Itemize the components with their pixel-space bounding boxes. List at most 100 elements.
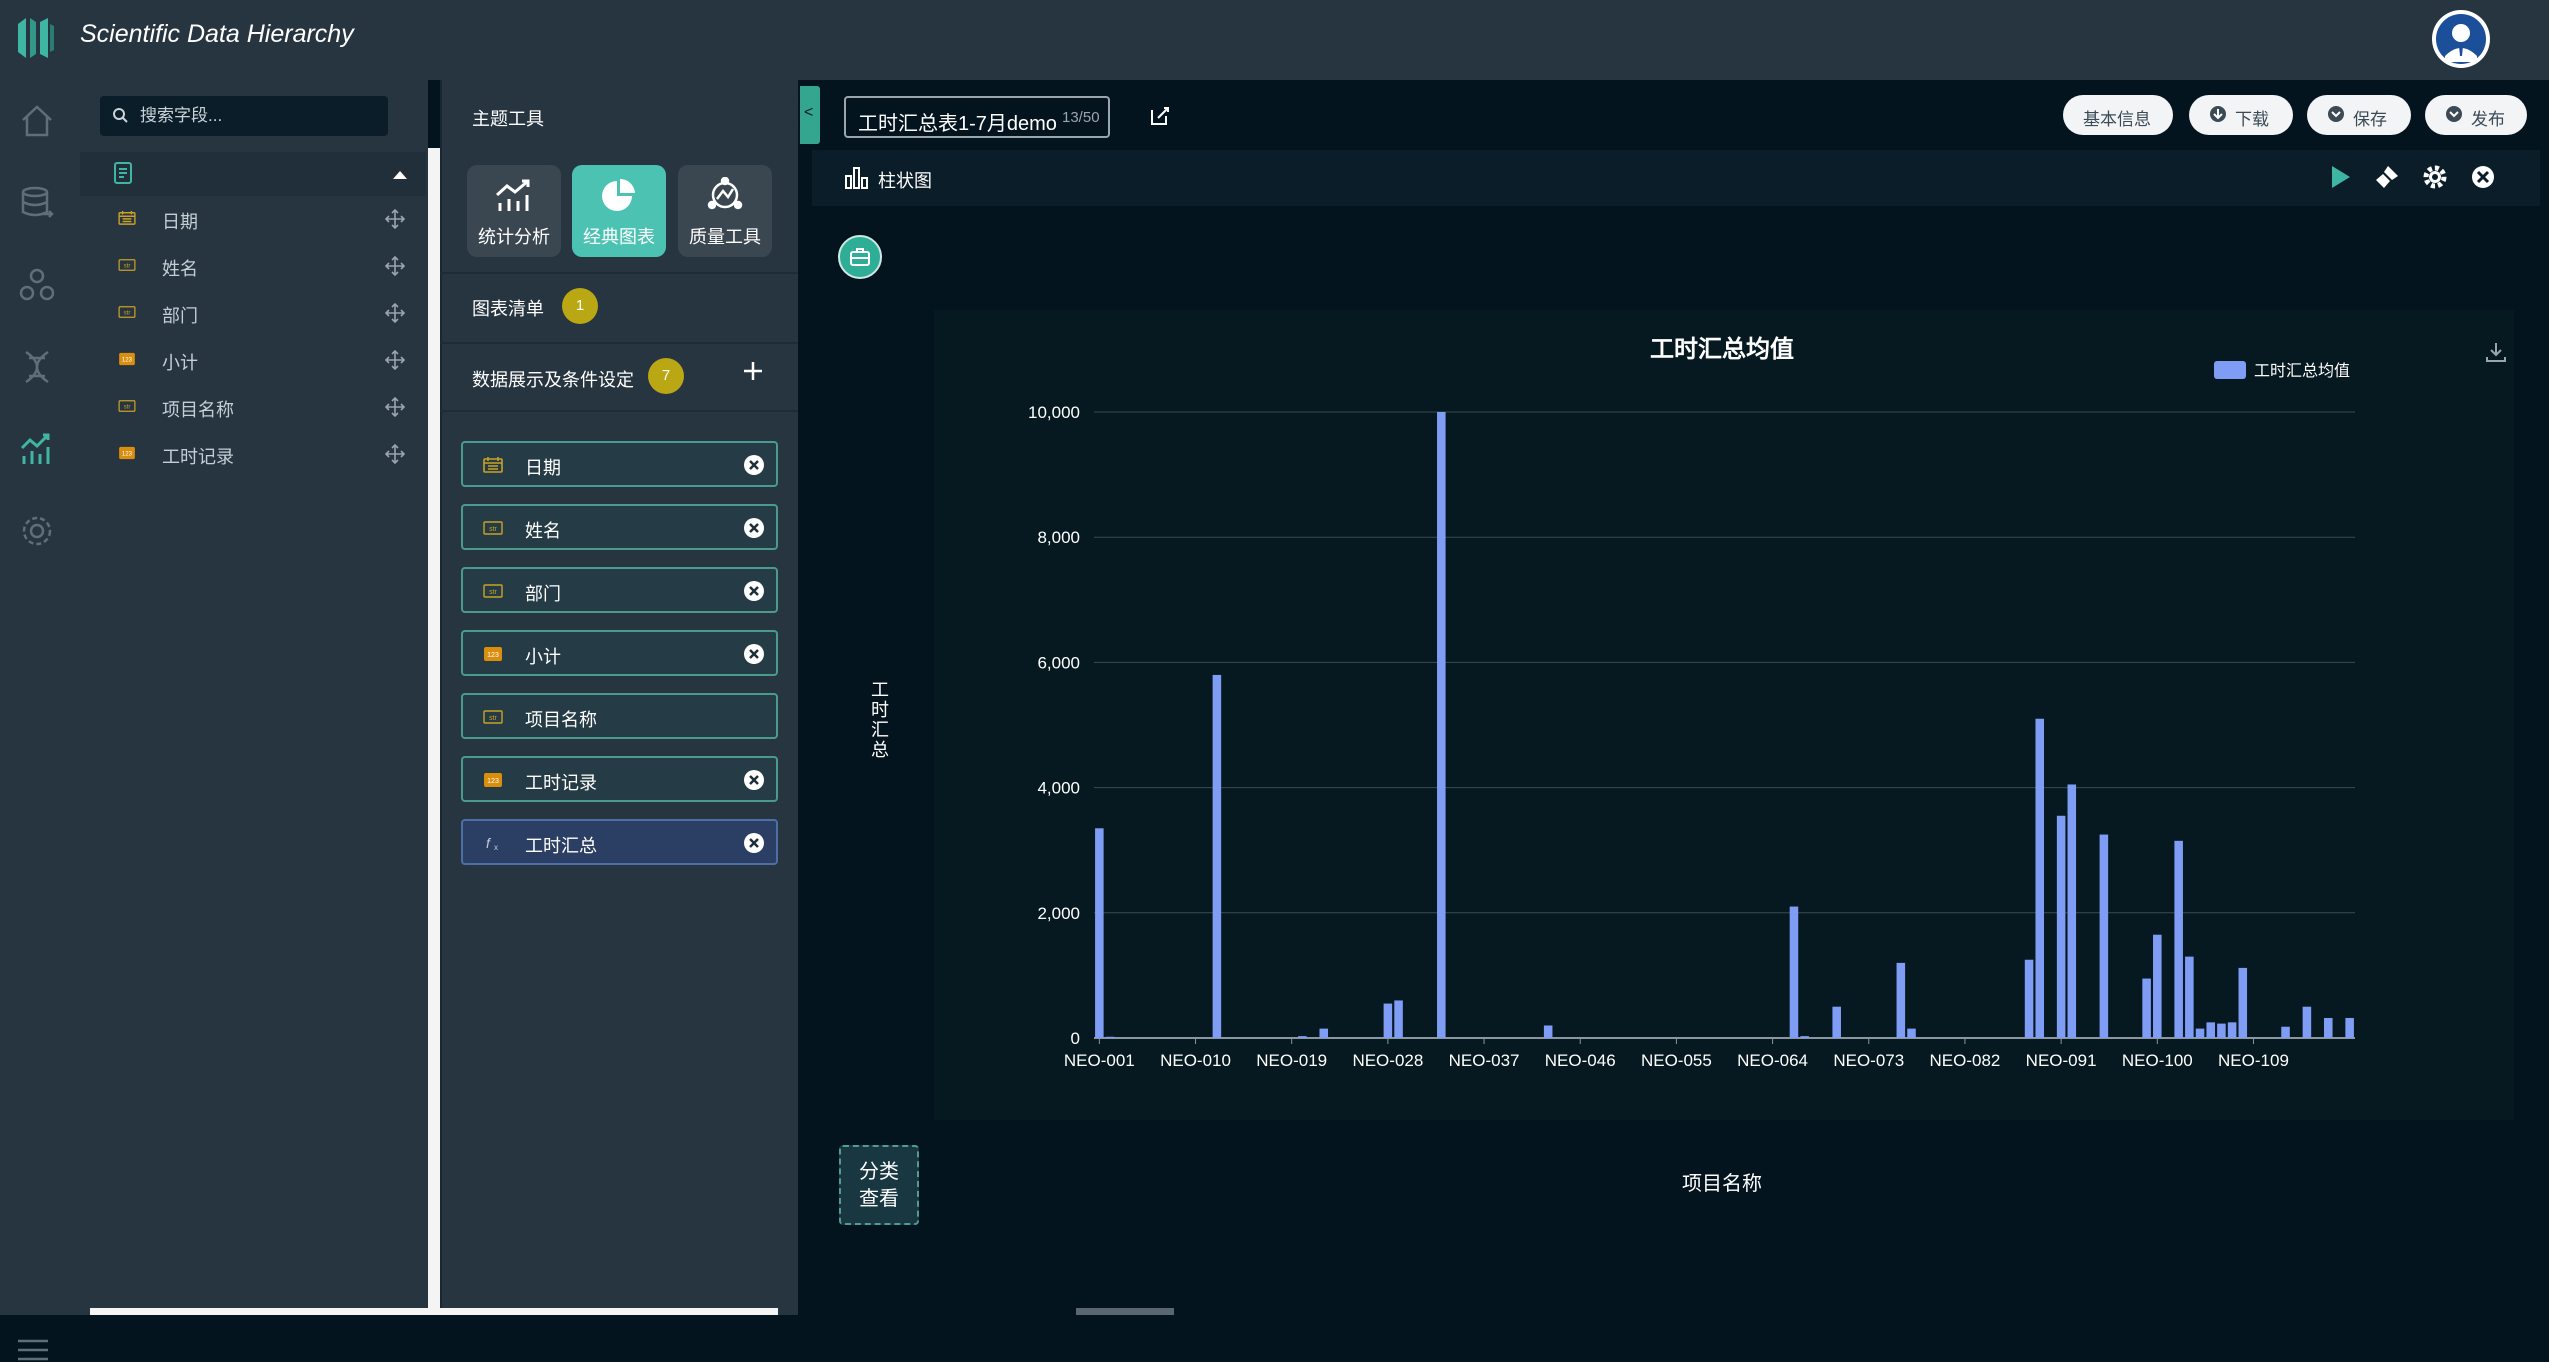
- field-row[interactable]: 123 工时记录: [80, 432, 426, 476]
- close-icon[interactable]: [2470, 164, 2496, 190]
- condition-label: 工时汇总: [525, 836, 597, 856]
- condition-label: 小计: [525, 647, 561, 667]
- drag-move-icon[interactable]: [385, 209, 405, 229]
- drag-move-icon[interactable]: [385, 303, 405, 323]
- category-view-button[interactable]: 分类 查看: [839, 1145, 919, 1225]
- chart-type-label: 柱状图: [878, 171, 932, 191]
- run-icon[interactable]: [2328, 164, 2352, 190]
- svg-text:x: x: [494, 843, 498, 851]
- field-search[interactable]: [100, 96, 388, 136]
- remove-condition-icon[interactable]: [743, 643, 765, 665]
- remove-condition-icon[interactable]: [743, 454, 765, 476]
- download-button[interactable]: 下载: [2189, 95, 2293, 135]
- document-icon: [114, 162, 132, 184]
- field-panel-scrollbar[interactable]: [428, 148, 440, 1308]
- svg-text:123: 123: [122, 451, 133, 458]
- field-group-header[interactable]: [80, 152, 426, 196]
- analytics-icon[interactable]: [18, 430, 56, 468]
- doc-title-char-count: 13/50: [1062, 109, 1100, 126]
- str-type-icon: str: [118, 306, 136, 318]
- svg-text:str: str: [489, 589, 497, 596]
- bottom-scrollbar-track[interactable]: [90, 1308, 778, 1315]
- category-view-label: 分类 查看: [859, 1161, 899, 1210]
- str-type-icon: str: [483, 521, 503, 535]
- chart-toolbox-button[interactable]: [838, 235, 882, 279]
- condition-item[interactable]: 日期: [461, 441, 778, 487]
- condition-item[interactable]: str 姓名: [461, 504, 778, 550]
- dna-icon[interactable]: [18, 348, 56, 386]
- quality-tool-button[interactable]: 质量工具: [678, 165, 772, 257]
- condition-label: 姓名: [525, 521, 561, 541]
- publish-label: 发布: [2471, 110, 2505, 129]
- publish-button[interactable]: 发布: [2425, 95, 2527, 135]
- basic-info-button[interactable]: 基本信息: [2063, 95, 2173, 135]
- settings-icon[interactable]: [18, 512, 56, 550]
- save-button[interactable]: 保存: [2307, 95, 2411, 135]
- date-type-icon: [483, 457, 503, 473]
- condition-item[interactable]: f x 工时汇总: [461, 819, 778, 865]
- drag-move-icon[interactable]: [385, 350, 405, 370]
- quality-tool-label: 质量工具: [689, 227, 761, 247]
- download-label: 下载: [2235, 110, 2269, 129]
- conditions-count-badge: 7: [648, 358, 684, 394]
- field-row[interactable]: str 部门: [80, 291, 426, 335]
- field-label: 日期: [162, 212, 198, 232]
- stat-analysis-button[interactable]: 统计分析: [467, 165, 561, 257]
- download-circle-icon: [2210, 106, 2226, 122]
- trend-chart-icon: [495, 179, 530, 211]
- search-input[interactable]: [138, 102, 378, 130]
- remove-condition-icon[interactable]: [743, 832, 765, 854]
- chart-toolbar: [812, 150, 2540, 206]
- drag-move-icon[interactable]: [385, 256, 405, 276]
- toolbox-icon: [850, 248, 870, 266]
- svg-text:str: str: [489, 715, 497, 722]
- field-label: 部门: [162, 306, 198, 326]
- field-label: 小计: [162, 353, 198, 373]
- app-logo-icon: [18, 18, 54, 58]
- svg-text:str: str: [124, 310, 131, 317]
- user-avatar[interactable]: [2432, 10, 2490, 68]
- field-row[interactable]: 123 小计: [80, 338, 426, 382]
- plot-area: [934, 310, 2514, 1120]
- stat-analysis-label: 统计分析: [478, 227, 550, 247]
- gear-icon[interactable]: [2422, 164, 2448, 190]
- classic-chart-label: 经典图表: [583, 227, 655, 247]
- chart-list-count-badge: 1: [562, 288, 598, 324]
- svg-text:123: 123: [487, 652, 499, 659]
- publish-circle-icon: [2446, 106, 2462, 122]
- remove-condition-icon[interactable]: [743, 580, 765, 602]
- menu-icon[interactable]: [16, 1338, 50, 1362]
- database-icon[interactable]: [18, 184, 56, 222]
- download-chart-icon[interactable]: [2484, 340, 2508, 364]
- divider: [440, 410, 798, 412]
- field-row[interactable]: str 姓名: [80, 244, 426, 288]
- collapse-panel-handle[interactable]: <: [800, 86, 820, 144]
- divider: [440, 272, 798, 274]
- condition-item[interactable]: 123 工时记录: [461, 756, 778, 802]
- drag-move-icon[interactable]: [385, 444, 405, 464]
- condition-item[interactable]: str 部门: [461, 567, 778, 613]
- condition-item[interactable]: 123 小计: [461, 630, 778, 676]
- field-row[interactable]: 日期: [80, 197, 426, 241]
- drag-move-icon[interactable]: [385, 397, 405, 417]
- classic-chart-button[interactable]: 经典图表: [572, 165, 666, 257]
- save-label: 保存: [2353, 110, 2387, 129]
- field-label: 工时记录: [162, 447, 234, 467]
- svg-text:str: str: [124, 263, 131, 270]
- doc-title-field[interactable]: 工时汇总表1-7月demo 13/50: [844, 96, 1110, 138]
- num-type-icon: 123: [484, 773, 502, 787]
- clear-icon[interactable]: [2374, 164, 2400, 190]
- remove-condition-icon[interactable]: [743, 769, 765, 791]
- field-row[interactable]: str 项目名称: [80, 385, 426, 429]
- edit-icon[interactable]: [1148, 104, 1172, 128]
- network-icon[interactable]: [18, 266, 56, 304]
- remove-condition-icon[interactable]: [743, 517, 765, 539]
- home-icon[interactable]: [18, 102, 56, 140]
- save-circle-icon: [2328, 106, 2344, 122]
- svg-text:123: 123: [487, 778, 499, 785]
- add-condition-icon[interactable]: [742, 360, 764, 382]
- condition-item[interactable]: str 项目名称: [461, 693, 778, 739]
- bottom-scrollbar-thumb[interactable]: [1076, 1308, 1174, 1315]
- caret-up-icon[interactable]: [392, 170, 408, 180]
